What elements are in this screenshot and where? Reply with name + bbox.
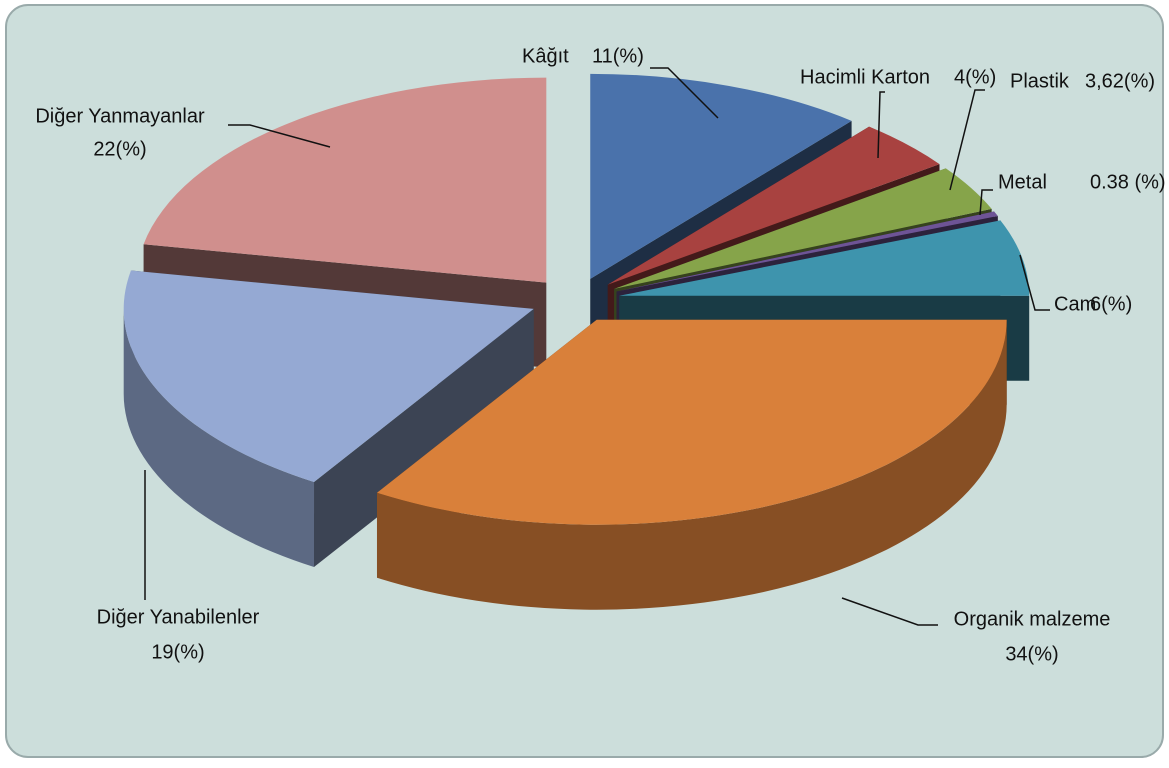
slice-wall	[123, 308, 315, 568]
slice-label: Organik malzeme	[954, 608, 1111, 630]
value-label: 22(%)	[93, 138, 146, 160]
leader-line	[877, 91, 885, 159]
leader-line	[949, 89, 985, 191]
value-label: 0.38 (%)	[1090, 171, 1166, 193]
pie-slice	[590, 73, 852, 279]
leader-line	[841, 597, 938, 626]
leader-line	[650, 67, 719, 119]
slice-label: Kâğıt	[522, 45, 569, 67]
pie-slice	[614, 168, 992, 289]
value-label: 4(%)	[954, 66, 996, 88]
slice-label: Diğer Yanmayanlar	[35, 105, 205, 127]
pie-slice	[616, 211, 998, 292]
leader-line	[228, 124, 331, 148]
pie-slice	[376, 319, 1007, 525]
slice-label: Metal	[998, 171, 1047, 193]
value-label: 11(%)	[592, 45, 644, 67]
slice-label: Cam	[1054, 293, 1096, 315]
value-label: 6(%)	[1090, 293, 1132, 315]
slice-wall	[376, 319, 1007, 610]
pie-slice	[607, 126, 940, 285]
leader-line	[979, 189, 993, 216]
value-label: 34(%)	[1005, 643, 1058, 665]
pie-slice	[143, 77, 547, 283]
value-label: 19(%)	[151, 641, 204, 663]
leader-line	[1019, 254, 1050, 311]
pie-slice	[123, 270, 534, 483]
pie-slice	[619, 220, 1030, 296]
slice-label: Diğer Yanabilenler	[97, 606, 260, 628]
slice-label: Hacimli Karton	[800, 66, 930, 88]
slice-label: Plastik	[1010, 70, 1070, 92]
value-label: 3,62(%)	[1085, 70, 1155, 92]
